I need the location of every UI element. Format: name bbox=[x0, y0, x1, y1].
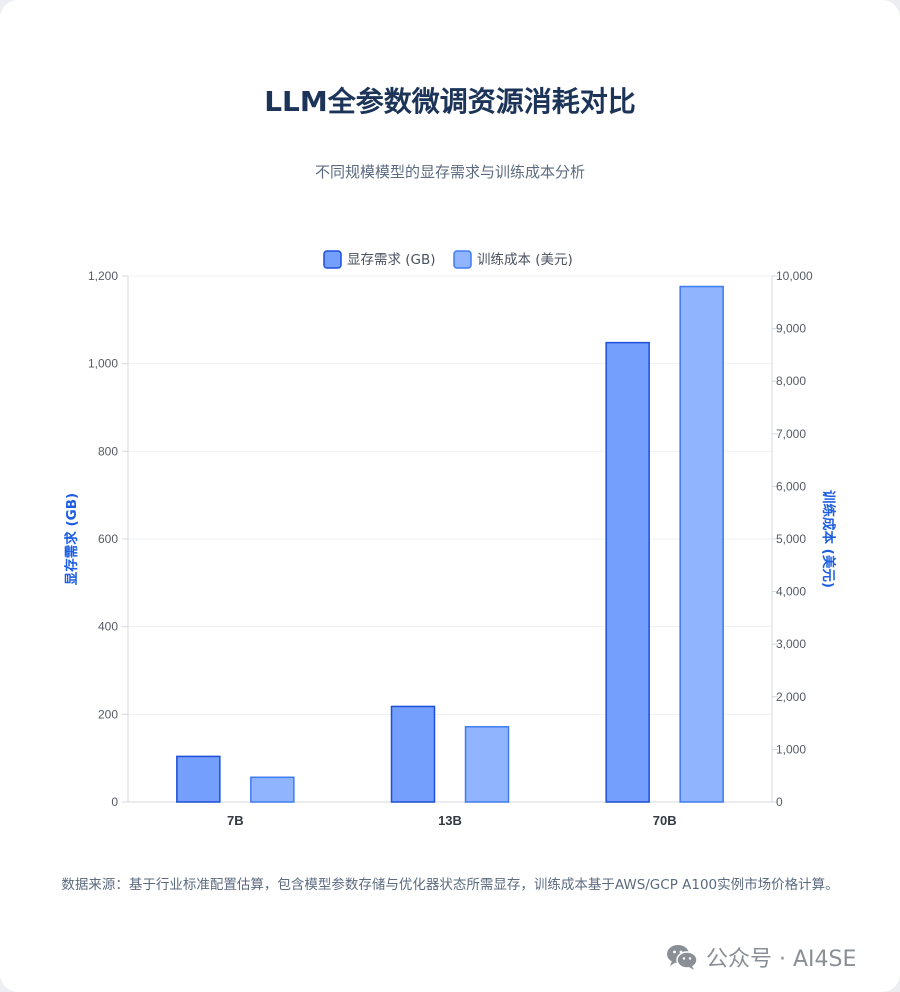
bar-memory bbox=[176, 755, 221, 803]
x-tick-label: 13B bbox=[438, 813, 462, 828]
right-axis-title: 训练成本 (美元) bbox=[820, 490, 837, 588]
left-tick-label: 800 bbox=[98, 444, 118, 458]
right-tick-label: 3,000 bbox=[776, 637, 806, 651]
bar-cost bbox=[464, 726, 510, 803]
left-axis-title: 显存需求 (GB) bbox=[63, 493, 80, 585]
legend-label-cost: 训练成本 (美元) bbox=[477, 252, 573, 268]
legend-swatch-cost bbox=[453, 250, 472, 269]
right-tick-label: 0 bbox=[776, 795, 783, 809]
left-tick-label: 1,200 bbox=[88, 269, 118, 283]
right-tick-label: 5,000 bbox=[776, 532, 806, 546]
watermark-text: 公众号 · AI4SE bbox=[706, 947, 857, 972]
right-tick-label: 6,000 bbox=[776, 479, 806, 493]
left-tick-label: 1,000 bbox=[88, 357, 118, 371]
left-tick-label: 0 bbox=[111, 795, 118, 809]
bar-memory bbox=[605, 341, 650, 803]
x-tick-label: 7B bbox=[227, 813, 244, 828]
right-tick-label: 7,000 bbox=[776, 427, 806, 441]
legend-label-memory: 显存需求 (GB) bbox=[347, 252, 436, 268]
source-note: 数据来源：基于行业标准配置估算，包含模型参数存储与优化器状态所需显存，训练成本基… bbox=[61, 877, 839, 893]
left-tick-label: 400 bbox=[98, 620, 118, 634]
right-tick-label: 4,000 bbox=[776, 585, 806, 599]
right-tick-label: 10,000 bbox=[776, 269, 813, 283]
left-tick-label: 200 bbox=[98, 707, 118, 721]
bar-memory bbox=[390, 705, 436, 803]
chart-subtitle: 不同规模模型的显存需求与训练成本分析 bbox=[314, 163, 585, 181]
right-tick-label: 2,000 bbox=[776, 690, 806, 704]
left-tick-label: 600 bbox=[98, 532, 118, 546]
right-tick-label: 9,000 bbox=[776, 322, 806, 336]
bar-cost bbox=[679, 285, 724, 803]
right-tick-label: 8,000 bbox=[776, 374, 806, 388]
watermark: 公众号 · AI4SE bbox=[666, 940, 856, 974]
wechat-icon bbox=[667, 945, 698, 970]
bar-cost bbox=[250, 776, 295, 803]
right-tick-label: 1,000 bbox=[776, 742, 806, 756]
x-tick-label: 70B bbox=[653, 813, 677, 828]
chart-title: LLM全参数微调资源消耗对比 bbox=[264, 85, 636, 118]
legend-swatch-memory bbox=[323, 250, 342, 269]
bar-chart: 0 200 400 600 800 1,000 1,200 0 1,000 2,000 3,000 4… bbox=[63, 250, 837, 828]
